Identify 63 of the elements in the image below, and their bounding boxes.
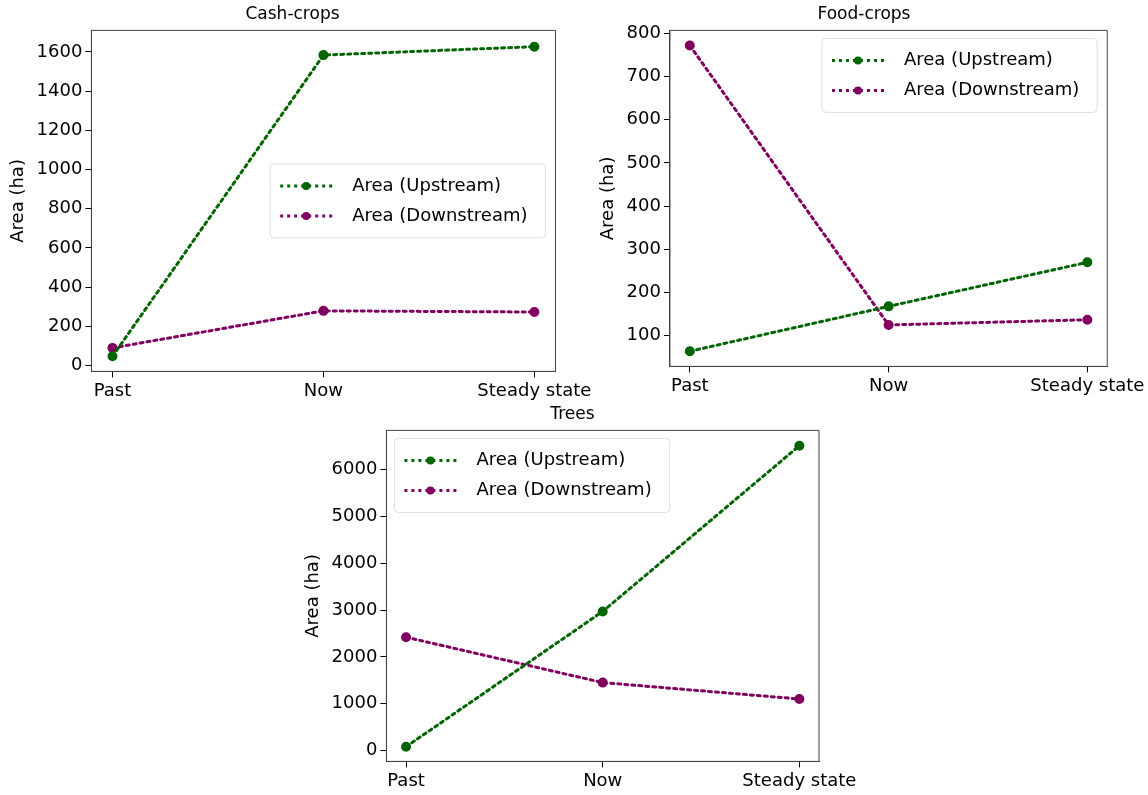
legend-label: Area (Downstream) — [352, 203, 528, 225]
chart-title: Cash-crops — [245, 2, 340, 23]
point — [1082, 314, 1093, 325]
x-tick-label: Now — [303, 378, 344, 400]
point — [597, 606, 608, 617]
point — [794, 440, 805, 451]
legend-label: Area (Upstream) — [476, 448, 626, 470]
y-tick-label: 300 — [626, 237, 661, 259]
y-tick-label: 3000 — [331, 597, 378, 619]
legend-label: Area (Upstream) — [352, 173, 502, 195]
y-axis-title: Area (ha) — [6, 159, 28, 243]
x-tick-label: Now — [869, 373, 909, 395]
legend-label: Area (Upstream) — [903, 48, 1053, 70]
x-tick-label: Past — [387, 768, 425, 790]
point — [597, 677, 608, 688]
point — [318, 50, 329, 61]
y-tick-label: 200 — [626, 280, 661, 302]
point — [318, 305, 329, 316]
y-tick-label: 5000 — [331, 504, 378, 526]
point — [1082, 257, 1093, 268]
point — [883, 319, 894, 330]
y-tick-label: 4000 — [331, 550, 378, 572]
y-tick-label: 1000 — [331, 691, 378, 713]
y-tick-label: 0 — [365, 738, 378, 760]
y-tick-label: 0 — [70, 353, 83, 375]
y-tick-label: 800 — [48, 196, 83, 218]
y-axis-title: Area (ha) — [596, 156, 618, 241]
point — [529, 41, 540, 52]
x-tick-label: Steady state — [477, 378, 592, 400]
y-tick-label: 600 — [48, 235, 83, 257]
y-tick-label: 600 — [626, 107, 661, 129]
point — [794, 693, 805, 704]
point — [684, 40, 695, 51]
legend-label: Area (Downstream) — [903, 78, 1080, 100]
chart-title: Food-crops — [817, 2, 911, 23]
y-tick-label: 400 — [48, 274, 83, 296]
y-tick-label: 500 — [626, 150, 661, 172]
point — [107, 342, 118, 353]
y-axis-title: Area (ha) — [301, 554, 323, 638]
point — [401, 632, 412, 643]
x-tick-label: Now — [583, 768, 623, 790]
y-tick-label: 800 — [626, 21, 661, 43]
legend-label: Area (Downstream) — [476, 478, 652, 500]
y-tick-label: 1400 — [36, 78, 83, 100]
y-tick-label: 400 — [626, 193, 661, 215]
y-tick-label: 2000 — [331, 644, 378, 666]
point — [529, 307, 540, 318]
y-tick-label: 100 — [626, 323, 661, 345]
y-tick-label: 1200 — [36, 118, 83, 140]
x-tick-label: Steady state — [1030, 373, 1145, 395]
y-tick-label: 200 — [48, 314, 83, 335]
point — [684, 346, 695, 357]
chart-title: Trees — [549, 402, 595, 423]
y-tick-label: 1000 — [36, 157, 83, 179]
y-tick-label: 1600 — [36, 39, 83, 61]
y-tick-label: 6000 — [331, 457, 378, 479]
x-tick-label: Past — [671, 373, 709, 395]
point — [107, 351, 118, 362]
x-tick-label: Steady state — [742, 768, 857, 790]
x-tick-label: Past — [93, 378, 132, 400]
y-tick-label: 700 — [626, 64, 661, 86]
point — [401, 741, 412, 752]
point — [883, 301, 894, 312]
